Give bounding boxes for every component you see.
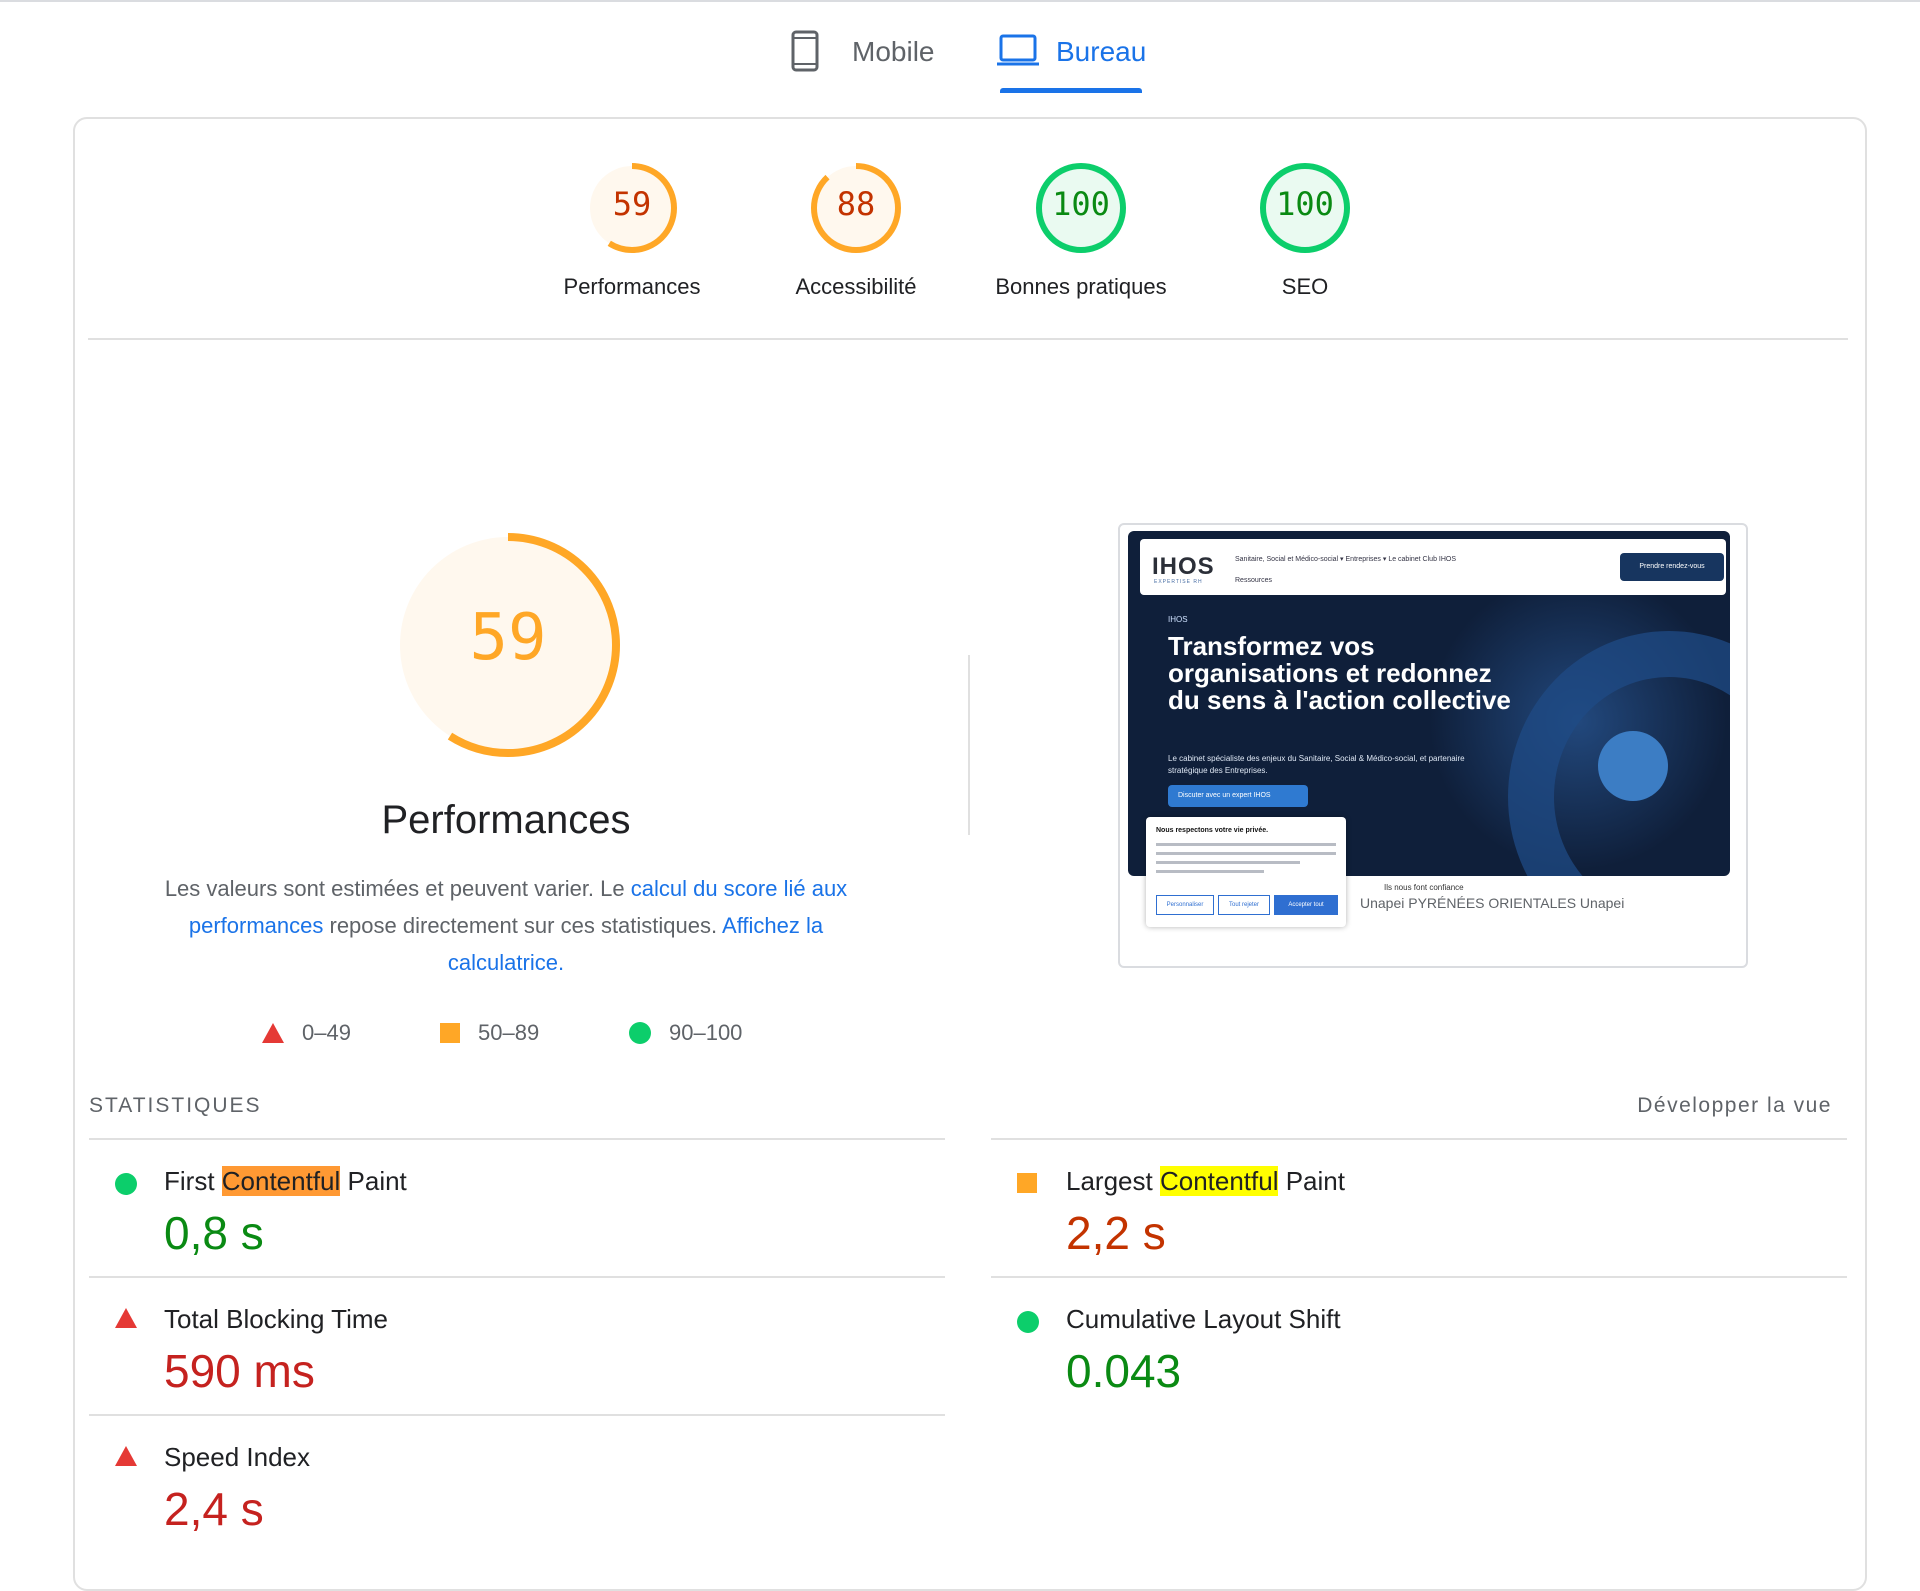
gauge-label: Bonnes pratiques: [995, 274, 1167, 299]
cookie-button: Tout rejeter: [1218, 895, 1270, 915]
pass-circle-icon: [1017, 1311, 1039, 1333]
circle-icon: [629, 1022, 651, 1044]
gauge-ring: [396, 533, 620, 757]
metric-name-part: Largest: [1066, 1166, 1160, 1196]
metric-name-part: Paint: [1278, 1166, 1345, 1196]
legend-fail: 0–49: [262, 1020, 351, 1046]
tab-desktop[interactable]: Bureau: [996, 22, 1166, 102]
thumbnail-logo-sub: EXPERTISE RH: [1154, 579, 1203, 585]
metric-name: Largest Contentful Paint: [1066, 1166, 1345, 1197]
metric-value: 2,2 s: [1066, 1207, 1166, 1259]
performance-gauge-large: 59: [388, 525, 628, 765]
metric-name: First Contentful Paint: [164, 1166, 407, 1197]
device-tabs: Mobile Bureau: [0, 22, 1920, 102]
metric-value: 0,8 s: [164, 1207, 264, 1259]
cookie-button: Personnaliser: [1156, 895, 1214, 915]
metric-speed-index: Speed Index 2,4 s: [89, 1414, 945, 1552]
fail-triangle-icon: [115, 1446, 137, 1466]
gauge-accessibility[interactable]: 88 Accessibilité: [756, 160, 956, 300]
thumbnail-nav-links: Sanitaire, Social et Médico-social ▾ Ent…: [1235, 556, 1457, 563]
expand-view-toggle[interactable]: Développer la vue: [1637, 1094, 1832, 1117]
phone-icon: [790, 30, 820, 77]
legend-range: 0–49: [302, 1020, 351, 1045]
fail-triangle-icon: [115, 1308, 137, 1328]
thumbnail-navbar: IHOS EXPERTISE RH Sanitaire, Social et M…: [1140, 539, 1726, 595]
gauge-best-practices[interactable]: 100 Bonnes pratiques: [981, 160, 1181, 300]
triangle-icon: [262, 1023, 284, 1043]
gauge-seo[interactable]: 100 SEO: [1205, 160, 1405, 300]
desc-text: repose directement sur ces statistiques.: [323, 913, 723, 938]
metric-total-blocking-time: Total Blocking Time 590 ms: [89, 1276, 945, 1414]
tab-mobile[interactable]: Mobile: [790, 22, 970, 102]
metrics-left-column: First Contentful Paint 0,8 s Total Block…: [89, 1138, 945, 1552]
desc-text: Les valeurs sont estimées et peuvent var…: [164, 876, 631, 901]
metric-value: 0.043: [1066, 1345, 1182, 1397]
active-tab-indicator: [1000, 88, 1142, 93]
legend-range: 90–100: [669, 1020, 743, 1045]
statistics-heading: STATISTIQUES: [89, 1094, 262, 1117]
square-icon: [440, 1023, 460, 1043]
tab-mobile-label: Mobile: [852, 36, 935, 67]
section-divider: [88, 338, 1848, 340]
thumbnail-nav-links: Ressources: [1235, 577, 1272, 584]
performance-score: 59: [469, 601, 547, 675]
metric-name: Cumulative Layout Shift: [1066, 1304, 1341, 1334]
final-screenshot[interactable]: IHOS EXPERTISE RH Sanitaire, Social et M…: [1118, 523, 1748, 968]
legend-pass: 90–100: [629, 1020, 742, 1046]
score-legend: 0–49 50–89 90–100: [262, 1020, 782, 1054]
gauge-value: 100: [1052, 185, 1110, 223]
metric-name: Speed Index: [164, 1442, 311, 1472]
metric-name-highlight: Contentful: [221, 1166, 341, 1196]
gauge-ring: [1036, 163, 1126, 253]
metric-cumulative-layout-shift: Cumulative Layout Shift 0.043: [991, 1276, 1847, 1414]
gauge-label: SEO: [1281, 274, 1329, 299]
gauge-value: 59: [612, 185, 652, 223]
metric-name: Total Blocking Time: [164, 1304, 388, 1334]
gauge-ring: [811, 163, 901, 253]
performance-description: Les valeurs sont estimées et peuvent var…: [130, 870, 882, 981]
score-gauges: 59 Performances 88 Accessibilité 100 Bon…: [73, 160, 1863, 310]
metric-name-part: First: [164, 1166, 222, 1196]
pass-circle-icon: [115, 1173, 137, 1195]
cookie-button: Accepter tout: [1274, 895, 1338, 915]
thumbnail-logo: IHOS: [1152, 553, 1215, 580]
gauge-ring: [1260, 163, 1350, 253]
top-border: [0, 0, 1920, 7]
metric-value: 2,4 s: [164, 1483, 264, 1535]
thumbnail-headline: Transformez vos organisations et redonne…: [1168, 631, 1511, 715]
thumbnail-trust-label: Ils nous font confiance: [1384, 883, 1464, 892]
thumbnail-subtitle: Le cabinet spécialiste des enjeux du San…: [1168, 754, 1465, 775]
performance-title: Performances: [381, 798, 631, 842]
gauge-ring: [587, 163, 677, 253]
legend-range: 50–89: [478, 1020, 540, 1045]
thumbnail-cta: Prendre rendez-vous: [1620, 553, 1724, 581]
cookie-title: Nous respectons votre vie privée.: [1156, 827, 1269, 834]
vertical-separator: [968, 655, 970, 835]
gauge-value: 100: [1276, 185, 1334, 223]
metric-value: 590 ms: [164, 1345, 315, 1397]
metrics-right-column: Largest Contentful Paint 2,2 s Cumulativ…: [991, 1138, 1847, 1414]
metric-largest-contentful-paint: Largest Contentful Paint 2,2 s: [991, 1138, 1847, 1276]
metric-name-highlight: Contentful: [1159, 1166, 1279, 1196]
laptop-icon: [996, 34, 1040, 73]
tab-desktop-label: Bureau: [1056, 36, 1147, 67]
metric-first-contentful-paint: First Contentful Paint 0,8 s: [89, 1138, 945, 1276]
gauge-value: 88: [836, 185, 876, 223]
thumbnail-cookie-banner: Nous respectons votre vie privée. Person…: [1146, 817, 1346, 927]
metric-name-part: Paint: [340, 1166, 407, 1196]
gauge-label: Performances: [563, 274, 701, 299]
gauge-performances[interactable]: 59 Performances: [532, 160, 732, 300]
average-square-icon: [1017, 1173, 1037, 1193]
gauge-label: Accessibilité: [795, 274, 917, 299]
thumbnail-partner-logos: Unapei PYRÉNÉES ORIENTALES Unapei: [1360, 895, 1625, 911]
calculator-link[interactable]: Affichez la calculatrice.: [447, 913, 824, 975]
legend-average: 50–89: [440, 1020, 539, 1046]
thumbnail-button: Discuter avec un expert IHOS: [1168, 785, 1308, 807]
score-calculation-link[interactable]: calcul du score lié aux performances: [188, 876, 848, 938]
thumbnail-tag: IHOS: [1168, 615, 1188, 624]
